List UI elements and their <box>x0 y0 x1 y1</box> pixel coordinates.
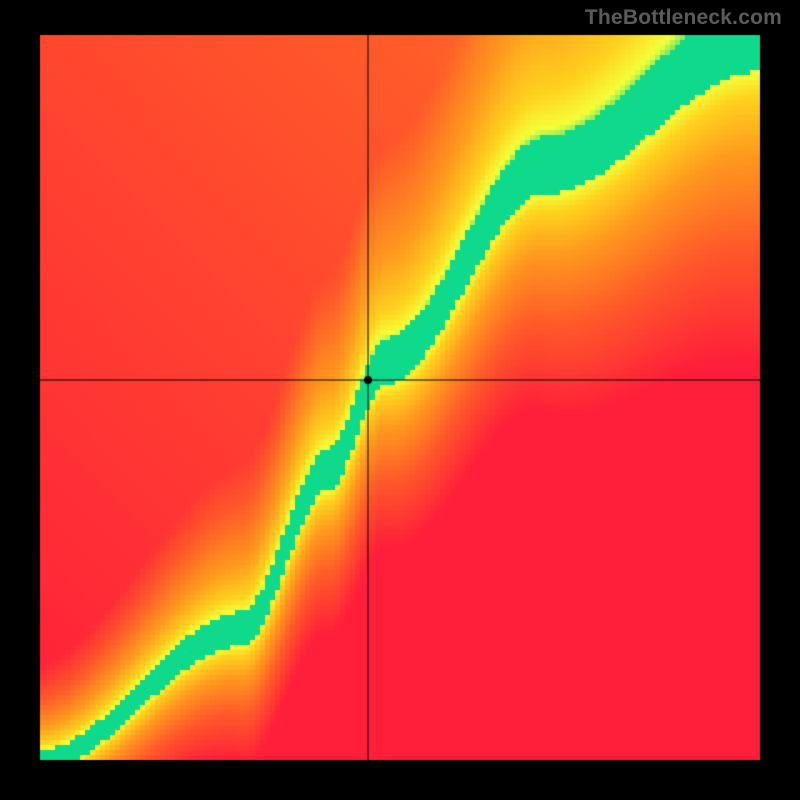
chart-container: { "meta": { "source_watermark": "TheBott… <box>0 0 800 800</box>
bottleneck-heatmap <box>0 0 800 800</box>
watermark-text: TheBottleneck.com <box>585 6 782 30</box>
